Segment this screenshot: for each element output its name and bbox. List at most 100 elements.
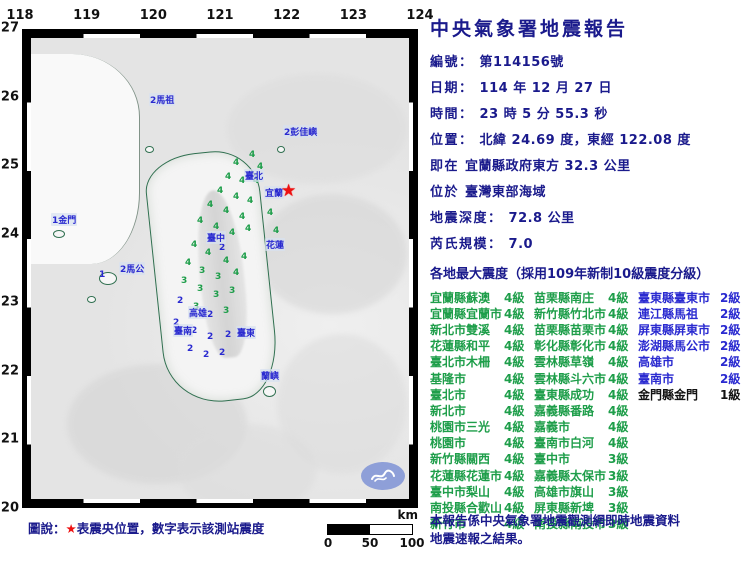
- map-station-intensity: 4: [207, 200, 214, 210]
- intensity-place: 金門縣金門: [638, 387, 699, 402]
- map-frame[interactable]: 4444444444444444244444334333323232222222…: [22, 29, 418, 508]
- intensity-row: 宜蘭縣宜蘭市 4級: [430, 305, 534, 321]
- island-matsu: [145, 146, 154, 153]
- intensity-row: 臺中市梨山 4級: [430, 483, 534, 499]
- relief-blob: [257, 194, 407, 314]
- island-penghu: [99, 272, 117, 285]
- map-station-intensity: 2: [203, 350, 210, 360]
- map-place-label: 蘭嶼: [260, 369, 281, 382]
- report-field-key: 地震深度：: [430, 211, 509, 226]
- footer-line-2: 地震速報之結果。: [430, 531, 531, 547]
- map-station-intensity: 4: [185, 258, 192, 268]
- map-station-intensity: 4: [241, 252, 248, 262]
- report-field-value: 7.0: [508, 237, 534, 252]
- intensity-level: 2級: [720, 322, 741, 337]
- intensity-column: 宜蘭縣蘇澳 4級 宜蘭縣宜蘭市 4級 新北市雙溪 4級 花蓮縣和平 4級 臺北市木柵 4級 基隆市 4…: [430, 289, 534, 532]
- scale-tick-label: 50: [361, 536, 379, 550]
- intensity-row: 連江縣馬祖 2級: [638, 305, 750, 321]
- intensity-level: 4級: [608, 355, 629, 370]
- map-longitude-tick: 124: [406, 8, 434, 23]
- intensity-row: 澎湖縣馬公市 2級: [638, 338, 750, 354]
- intensity-level: 4級: [504, 468, 525, 483]
- map-station-intensity: 4: [225, 172, 232, 182]
- report-field: 即在 宜蘭縣政府東方 32.3 公里: [430, 155, 750, 174]
- map-place-label: 1金門: [51, 213, 78, 226]
- intensity-row: 嘉義縣太保市 3級: [534, 467, 638, 483]
- intensity-row: 花蓮縣和平 4級: [430, 338, 534, 354]
- intensity-row: 臺南市白河 4級: [534, 435, 638, 451]
- intensity-level: 3級: [608, 452, 629, 467]
- map-station-intensity: 3: [229, 286, 236, 296]
- intensity-row: 新北市 4級: [430, 402, 534, 418]
- scale-tick-labels: 0 50 100: [323, 536, 425, 550]
- report-field-key: 即在: [430, 159, 466, 174]
- intensity-row: 臺北市 4級: [430, 386, 534, 402]
- map-latitude-tick: 27: [0, 20, 19, 36]
- intensity-level: 4級: [504, 290, 525, 305]
- intensity-level: 4級: [504, 339, 525, 354]
- intensity-level: 4級: [504, 371, 525, 386]
- intensity-level: 4級: [504, 403, 525, 418]
- intensity-place: 臺南市: [638, 371, 675, 386]
- intensity-level: 4級: [504, 355, 525, 370]
- intensity-row: 嘉義市 4級: [534, 419, 638, 435]
- intensity-place: 澎湖縣馬公市: [638, 339, 711, 354]
- intensity-row: 臺北市木柵 4級: [430, 354, 534, 370]
- island-lanyu: [263, 386, 276, 397]
- map-station-intensity: 2: [207, 310, 214, 320]
- intensity-row: 高雄市旗山 3級: [534, 483, 638, 499]
- intensity-place: 連江縣馬祖: [638, 306, 699, 321]
- intensity-place: 新北市雙溪: [430, 322, 491, 337]
- intensity-level: 4級: [608, 436, 629, 451]
- map-latitude-tick: 26: [0, 89, 19, 105]
- map-station-intensity: 3: [223, 306, 230, 316]
- intensity-level: 4級: [608, 420, 629, 435]
- map-station-intensity: 4: [217, 186, 224, 196]
- map-station-intensity: 4: [257, 162, 264, 172]
- map-longitude-axis: 118 119 120 121 122 123 124: [6, 8, 433, 28]
- map-latitude-tick: 20: [0, 500, 19, 516]
- map-place-label: 2馬祖: [149, 93, 176, 106]
- intensity-place: 臺中市梨山: [430, 484, 491, 499]
- intensity-level: 4級: [504, 501, 525, 516]
- report-field-value: 114 年 12 月 27 日: [479, 81, 612, 96]
- report-field: 時間： 23 時 5 分 55.3 秒: [430, 103, 750, 122]
- map-station-intensity: 4: [205, 248, 212, 258]
- intensity-row: 苗栗縣南庄 4級: [534, 289, 638, 305]
- map-place-label: 宜蘭: [264, 186, 285, 199]
- map-station-intensity: 2: [173, 318, 180, 328]
- intensity-level: 4級: [504, 387, 525, 402]
- intensity-level: 2級: [720, 306, 741, 321]
- intensity-level: 4級: [504, 484, 525, 499]
- scale-bar: [327, 524, 413, 535]
- intensity-row: 臺南市 2級: [638, 370, 750, 386]
- intensity-place: 屏東縣新埤: [534, 501, 595, 516]
- intensity-level: 4級: [504, 436, 525, 451]
- intensity-place: 嘉義縣番路: [534, 403, 595, 418]
- map-longitude-tick: 120: [139, 8, 167, 23]
- scale-tick-label: 100: [399, 536, 425, 550]
- map-scale: km 0 50 100: [318, 508, 425, 550]
- intensity-place: 苗栗縣南庄: [534, 290, 595, 305]
- map-latitude-tick: 24: [0, 226, 19, 242]
- intensity-level: 4級: [504, 420, 525, 435]
- map-station-intensity: 2: [187, 344, 194, 354]
- map-station-intensity: 4: [233, 268, 240, 278]
- report-field: 位置： 北緯 24.69 度，東經 122.08 度: [430, 129, 750, 148]
- intensity-place: 臺東縣臺東市: [638, 290, 711, 305]
- intensity-row: 金門縣金門 1級: [638, 386, 750, 402]
- scale-tick-label: 0: [323, 536, 333, 550]
- report-panel: 中央氣象署地震報告 編號： 第114156號 日期： 114 年 12 月 27 …: [428, 0, 750, 563]
- legend-star-icon: ★: [65, 521, 77, 536]
- map-station-intensity: 2: [207, 332, 214, 342]
- map-station-intensity: 4: [233, 192, 240, 202]
- report-field-key: 芮氏規模：: [430, 237, 509, 252]
- report-field-key: 位置：: [430, 133, 480, 148]
- intensity-row: 南投縣南投市 3級: [534, 516, 638, 532]
- intensity-level: 1級: [720, 387, 741, 402]
- legend-prefix: 圖說：: [28, 521, 66, 536]
- intensity-place: 雲林縣斗六市: [534, 371, 607, 386]
- intensity-row: 花蓮縣花蓮市 4級: [430, 467, 534, 483]
- intensity-place: 新北市: [430, 403, 467, 418]
- intensity-row: 新竹市 4級: [430, 516, 534, 532]
